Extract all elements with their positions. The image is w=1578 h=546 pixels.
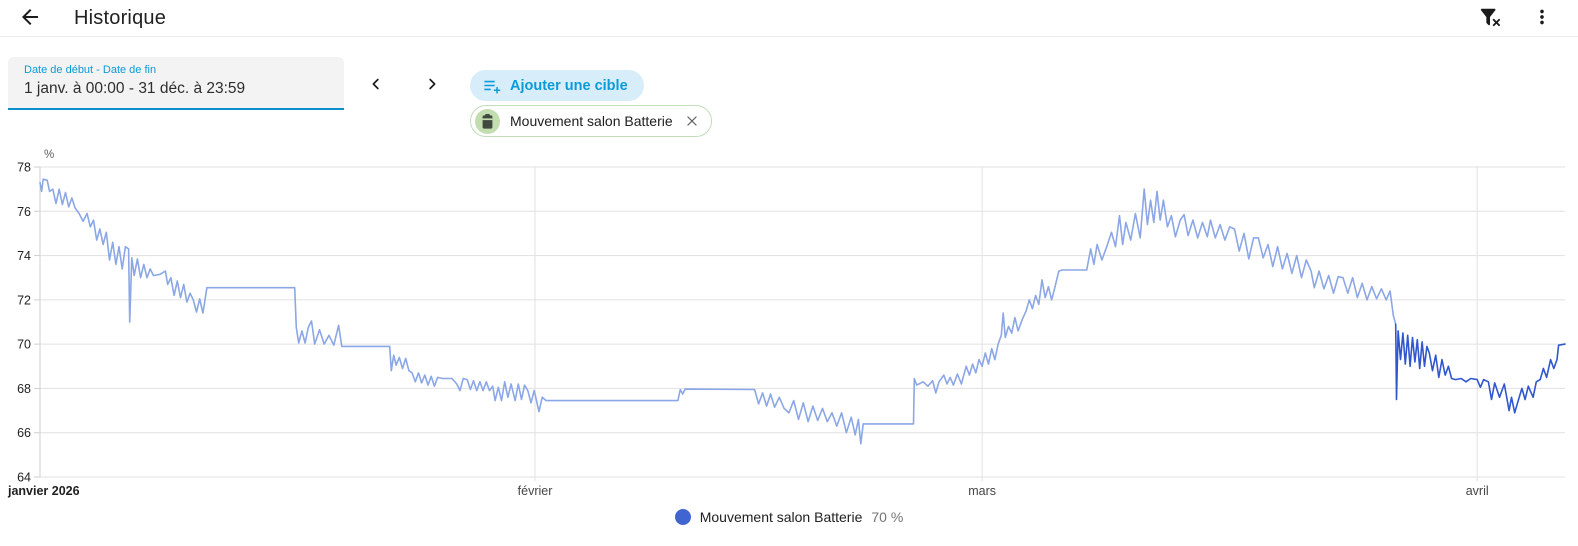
- x-tick-label: mars: [968, 484, 996, 498]
- back-button[interactable]: [12, 3, 48, 33]
- y-tick-label: 72: [17, 293, 31, 307]
- y-tick-label: 68: [17, 382, 31, 396]
- app-bar-actions: [1472, 3, 1578, 33]
- history-line-statistics[interactable]: [39, 178, 1397, 445]
- target-chip-label: Mouvement salon Batterie: [510, 113, 673, 129]
- chart-legend-item[interactable]: Mouvement salon Batterie 70 %: [0, 509, 1578, 525]
- filter-remove-icon: [1479, 6, 1501, 31]
- playlist-plus-icon: [482, 76, 501, 95]
- y-tick-label: 76: [17, 205, 31, 219]
- y-tick-label: 78: [17, 161, 31, 175]
- y-tick-label: 74: [17, 249, 31, 263]
- close-icon[interactable]: [683, 112, 701, 130]
- target-chip[interactable]: Mouvement salon Batterie: [470, 105, 712, 137]
- next-period-button[interactable]: [417, 70, 447, 100]
- app-bar: Historique: [0, 0, 1578, 37]
- legend-entity-label: Mouvement salon Batterie: [699, 509, 863, 525]
- add-target-label: Ajouter une cible: [510, 77, 628, 94]
- x-tick-label: février: [518, 484, 553, 498]
- history-chart[interactable]: 64 66 68 70 72 74 76 78% janvier 2026 février mars…: [0, 145, 1578, 505]
- dots-vertical-icon: [1531, 6, 1553, 31]
- page-title: Historique: [74, 6, 167, 29]
- arrow-left-icon: [18, 5, 42, 32]
- history-chart-area: 64 66 68 70 72 74 76 78% janvier 2026 février mars…: [0, 145, 1578, 505]
- y-axis-unit-label: %: [44, 149, 54, 161]
- y-tick-label: 70: [17, 338, 31, 352]
- date-range-label: Date de début - Date de fin: [24, 64, 157, 76]
- y-tick-label: 64: [17, 471, 31, 485]
- y-tick-label: 66: [17, 426, 31, 440]
- x-tick-label: avril: [1466, 484, 1489, 498]
- previous-period-button[interactable]: [361, 70, 391, 100]
- chevron-right-icon: [423, 75, 441, 96]
- date-range-value: 1 janv. à 00:00 - 31 déc. à 23:59: [24, 80, 246, 97]
- legend-dot: [674, 509, 691, 525]
- add-target-button[interactable]: Ajouter une cible: [470, 70, 644, 101]
- overflow-menu-button[interactable]: [1524, 3, 1560, 33]
- battery-icon: [475, 108, 500, 134]
- date-range-field[interactable]: Date de début - Date de fin 1 janv. à 00…: [8, 57, 344, 110]
- history-line-raw[interactable]: [1394, 323, 1566, 414]
- x-tick-label: janvier 2026: [7, 484, 80, 498]
- chevron-left-icon: [367, 75, 385, 96]
- legend-current-value: 70 %: [871, 509, 904, 525]
- filter-remove-button[interactable]: [1472, 3, 1508, 33]
